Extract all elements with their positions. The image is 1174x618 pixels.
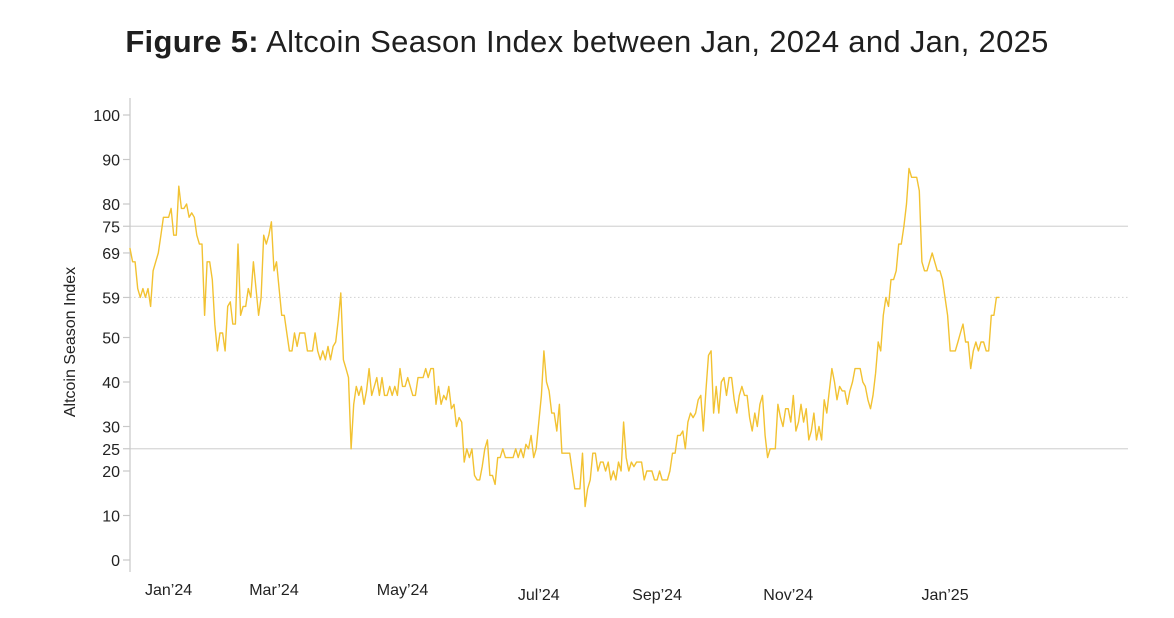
- y-tick-label: 69: [102, 246, 120, 263]
- series-line: [129, 167, 1000, 508]
- y-tick-label: 10: [102, 509, 120, 526]
- y-axis-ticks: 0 10 20 25 30 40 50 59 69 75 80 90 100: [93, 108, 130, 570]
- y-tick-label: 90: [102, 153, 120, 170]
- y-tick-label: 25: [102, 442, 120, 459]
- x-tick-label: Sep’24: [632, 587, 682, 604]
- y-tick-label: 20: [102, 464, 120, 481]
- x-tick-label: Jul’24: [518, 587, 560, 604]
- x-tick-label: Jan’25: [921, 587, 968, 604]
- chart-title: Figure 5: Altcoin Season Index between J…: [0, 22, 1174, 62]
- y-tick-label: 59: [102, 290, 120, 307]
- title-text: Altcoin Season Index between Jan, 2024 a…: [266, 24, 1049, 59]
- series-group: [129, 167, 1000, 508]
- x-tick-label: Nov’24: [763, 587, 813, 604]
- axes: [129, 98, 131, 572]
- y-tick-label: 80: [102, 197, 120, 214]
- x-tick-label: May’24: [377, 582, 429, 599]
- x-tick-label: Mar’24: [249, 582, 299, 599]
- y-axis-title: Altcoin Season Index: [62, 267, 79, 417]
- x-axis-ticks: Jan’24 Mar’24 May’24 Jul’24 Sep’24 Nov’24 Jan’…: [145, 582, 969, 604]
- reference-lines: [130, 225, 1128, 450]
- y-tick-label: 30: [102, 420, 120, 437]
- y-tick-label: 75: [102, 219, 120, 236]
- y-tick-label: 40: [102, 375, 120, 392]
- title-prefix: Figure 5:: [125, 24, 259, 59]
- x-tick-label: Jan’24: [145, 582, 192, 599]
- y-tick-label: 0: [111, 553, 120, 570]
- y-tick-label: 50: [102, 331, 120, 348]
- y-tick-label: 100: [93, 108, 120, 125]
